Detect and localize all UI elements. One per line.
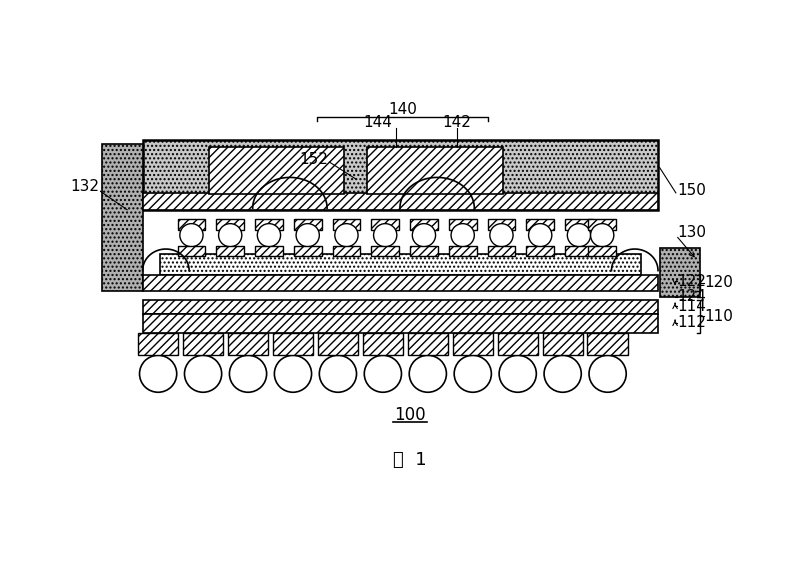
- Bar: [588, 246, 616, 256]
- Text: 120: 120: [705, 275, 734, 291]
- Bar: [216, 219, 244, 230]
- Circle shape: [185, 355, 222, 392]
- Text: 110: 110: [705, 309, 734, 324]
- Bar: [565, 246, 593, 256]
- Bar: [160, 254, 641, 275]
- Circle shape: [529, 224, 552, 247]
- Bar: [542, 333, 583, 355]
- Text: 152: 152: [300, 152, 329, 167]
- Bar: [294, 246, 322, 256]
- Bar: [142, 140, 658, 210]
- Circle shape: [364, 355, 402, 392]
- Bar: [449, 246, 477, 256]
- Bar: [487, 219, 515, 230]
- Bar: [142, 314, 658, 333]
- Bar: [362, 333, 403, 355]
- Bar: [408, 333, 448, 355]
- Text: 130: 130: [678, 226, 706, 240]
- Bar: [178, 246, 206, 256]
- Bar: [371, 219, 399, 230]
- Bar: [138, 333, 178, 355]
- Bar: [333, 219, 360, 230]
- Text: 140: 140: [388, 102, 417, 117]
- Circle shape: [567, 224, 590, 247]
- Circle shape: [230, 355, 266, 392]
- Bar: [498, 333, 538, 355]
- Bar: [178, 219, 206, 230]
- Bar: [565, 219, 593, 230]
- Circle shape: [589, 355, 626, 392]
- Circle shape: [454, 355, 491, 392]
- Text: 122: 122: [678, 274, 706, 289]
- Circle shape: [374, 224, 397, 247]
- Text: 114: 114: [678, 298, 706, 314]
- Circle shape: [499, 355, 536, 392]
- Bar: [273, 333, 313, 355]
- Circle shape: [335, 224, 358, 247]
- Bar: [102, 144, 142, 291]
- Bar: [453, 333, 493, 355]
- Bar: [449, 219, 477, 230]
- Circle shape: [590, 224, 614, 247]
- Bar: [216, 246, 244, 256]
- Bar: [367, 146, 503, 194]
- Circle shape: [451, 224, 474, 247]
- Text: 图  1: 图 1: [393, 451, 427, 469]
- Text: 142: 142: [442, 115, 471, 130]
- Bar: [142, 275, 658, 291]
- Bar: [333, 246, 360, 256]
- Text: 112: 112: [678, 315, 706, 330]
- Circle shape: [258, 224, 281, 247]
- Circle shape: [319, 355, 357, 392]
- Bar: [487, 246, 515, 256]
- Bar: [228, 333, 268, 355]
- Bar: [255, 246, 283, 256]
- Bar: [183, 333, 223, 355]
- Circle shape: [139, 355, 177, 392]
- Text: 144: 144: [363, 115, 392, 130]
- Circle shape: [412, 224, 435, 247]
- Bar: [659, 247, 700, 297]
- Bar: [588, 219, 616, 230]
- Text: 124: 124: [678, 289, 706, 304]
- Circle shape: [410, 355, 446, 392]
- Bar: [142, 300, 658, 314]
- Text: 100: 100: [394, 406, 426, 424]
- Circle shape: [490, 224, 513, 247]
- Text: 150: 150: [678, 183, 706, 198]
- Text: 132: 132: [70, 179, 99, 194]
- Circle shape: [180, 224, 203, 247]
- Circle shape: [544, 355, 582, 392]
- Bar: [255, 219, 283, 230]
- Bar: [142, 193, 658, 210]
- Bar: [318, 333, 358, 355]
- Bar: [526, 219, 554, 230]
- Bar: [410, 219, 438, 230]
- Bar: [209, 146, 344, 194]
- Bar: [410, 246, 438, 256]
- Bar: [371, 246, 399, 256]
- Circle shape: [218, 224, 242, 247]
- Circle shape: [296, 224, 319, 247]
- Bar: [294, 219, 322, 230]
- Bar: [587, 333, 628, 355]
- Circle shape: [274, 355, 311, 392]
- Bar: [526, 246, 554, 256]
